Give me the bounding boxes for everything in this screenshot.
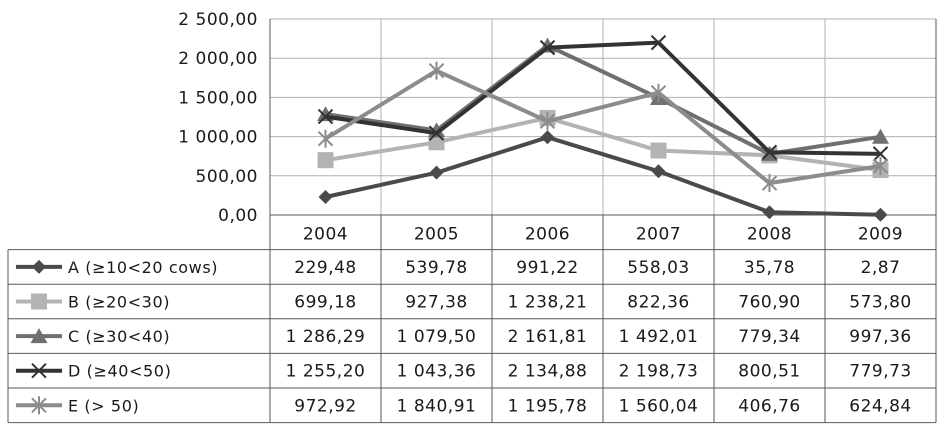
legend-label: B (≥20<30) bbox=[68, 293, 170, 312]
data-point bbox=[318, 190, 333, 205]
table-cell-value: 1 492,01 bbox=[619, 327, 699, 347]
table-cell-value: 927,38 bbox=[405, 293, 467, 313]
table-cell-value: 1 255,20 bbox=[286, 362, 366, 382]
series-a bbox=[318, 130, 888, 222]
y-tick-label: 2 500,00 bbox=[178, 10, 258, 30]
table-cell-value: 1 286,29 bbox=[286, 327, 366, 347]
table-cell-value: 558,03 bbox=[627, 258, 689, 278]
data-point bbox=[317, 129, 334, 148]
table-cell-value: 1 043,36 bbox=[397, 362, 477, 382]
series-line bbox=[324, 68, 881, 186]
table-cell-value: 229,48 bbox=[294, 258, 356, 278]
series-line bbox=[325, 40, 881, 156]
legend-entry: C (≥30<40) bbox=[16, 327, 170, 346]
table-cell-value: 997,36 bbox=[849, 327, 911, 347]
y-tick-label: 1 000,00 bbox=[178, 128, 258, 148]
data-table: 2004 2005 2006 2007 2008 2009 A (≥10<20 cows) 2… bbox=[7, 19, 937, 424]
data-point bbox=[872, 128, 889, 144]
data-point bbox=[539, 39, 556, 56]
legend-entry: A (≥10<20 cows) bbox=[16, 258, 218, 277]
data-point bbox=[650, 34, 667, 51]
data-point bbox=[317, 108, 334, 125]
legend-label: D (≥40<50) bbox=[68, 362, 171, 381]
y-tick-label: 1 500,00 bbox=[178, 88, 258, 108]
category-label: 2006 bbox=[525, 224, 570, 244]
category-label: 2004 bbox=[303, 224, 348, 244]
table-cell-value: 1 560,04 bbox=[619, 396, 699, 416]
series-d bbox=[317, 34, 889, 162]
data-point bbox=[872, 157, 889, 176]
table-cell-value: 624,84 bbox=[849, 396, 911, 416]
data-point bbox=[650, 142, 667, 159]
data-point bbox=[429, 165, 444, 180]
legend-label: C (≥30<40) bbox=[68, 327, 170, 346]
table-cell-value: 1 238,21 bbox=[508, 293, 588, 313]
series-lines bbox=[317, 34, 889, 222]
table-cell-value: 1 840,91 bbox=[397, 396, 477, 416]
table-cell-value: 972,92 bbox=[294, 396, 356, 416]
table-cell-value: 699,18 bbox=[294, 293, 356, 313]
table-cell-value: 1 079,50 bbox=[397, 327, 477, 347]
data-point bbox=[872, 146, 889, 162]
legend-label: A (≥10<20 cows) bbox=[68, 258, 218, 277]
legend-entry: E (> 50) bbox=[16, 396, 139, 415]
data-point bbox=[762, 205, 777, 220]
table-cell-value: 35,78 bbox=[744, 258, 795, 278]
legend-label: E (> 50) bbox=[68, 396, 139, 415]
data-point bbox=[761, 144, 778, 160]
table-cell-value: 2 198,73 bbox=[619, 362, 699, 382]
data-point bbox=[651, 164, 666, 179]
table-cell-value: 779,73 bbox=[849, 362, 911, 382]
table-cell-value: 800,51 bbox=[738, 362, 800, 382]
y-tick-label: 500,00 bbox=[196, 167, 258, 187]
table-cell-value: 406,76 bbox=[738, 396, 800, 416]
y-axis-tick-labels: 0,00 500,00 1 000,00 1 500,00 2 000,00 2 500,… bbox=[178, 10, 258, 226]
table-cell-value: 779,34 bbox=[738, 327, 800, 347]
legend-entry: D (≥40<50) bbox=[16, 362, 171, 381]
table-cell-value: 2,87 bbox=[861, 258, 901, 278]
data-point bbox=[539, 112, 556, 131]
category-label: 2007 bbox=[636, 224, 681, 244]
table-cell-value: 822,36 bbox=[627, 293, 689, 313]
series-e bbox=[317, 61, 889, 193]
table-cell-value: 991,22 bbox=[516, 258, 578, 278]
legend-marker bbox=[30, 328, 48, 344]
data-point bbox=[317, 152, 334, 169]
legend-marker bbox=[31, 396, 47, 415]
series-line bbox=[325, 135, 881, 217]
table-cell-value: 2 161,81 bbox=[508, 327, 588, 347]
table-cell-value: 760,90 bbox=[738, 293, 800, 313]
data-point bbox=[428, 125, 445, 141]
category-label: 2005 bbox=[414, 224, 459, 244]
category-label: 2008 bbox=[747, 224, 792, 244]
legend-entry: B (≥20<30) bbox=[16, 293, 170, 312]
legend-marker bbox=[32, 259, 46, 274]
table-cell-value: 2 134,88 bbox=[508, 362, 588, 382]
data-point bbox=[873, 207, 888, 222]
data-point bbox=[540, 130, 555, 145]
data-point bbox=[428, 61, 445, 80]
legend-marker bbox=[31, 362, 47, 379]
table-cell-value: 539,78 bbox=[405, 258, 467, 278]
table-cell-value: 1 195,78 bbox=[508, 396, 588, 416]
series-line bbox=[325, 115, 881, 172]
data-point bbox=[761, 174, 778, 193]
data-point bbox=[650, 83, 667, 102]
y-tick-label: 2 000,00 bbox=[178, 49, 258, 69]
table-cell-value: 573,80 bbox=[849, 293, 911, 313]
legend-marker bbox=[31, 293, 47, 310]
category-label: 2009 bbox=[858, 224, 903, 244]
y-tick-label: 0,00 bbox=[218, 206, 258, 226]
